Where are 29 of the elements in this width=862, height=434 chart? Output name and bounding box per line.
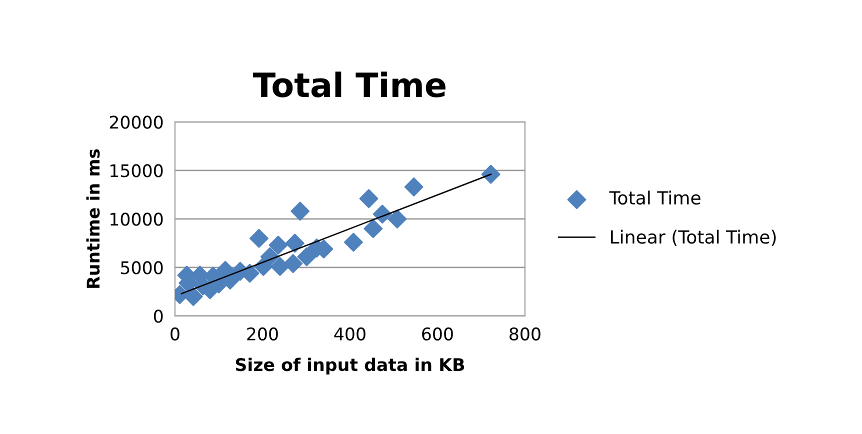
x-tick-label: 400 (334, 327, 366, 340)
point (481, 164, 500, 184)
point (290, 202, 310, 221)
point (297, 247, 316, 266)
point (270, 257, 290, 276)
y-tick-label: 10000 (110, 212, 163, 226)
point (388, 209, 407, 228)
point (284, 254, 303, 274)
chart-title: Total Time (253, 72, 446, 98)
x-tick-label: 200 (247, 327, 278, 340)
x-tick-label: 600 (422, 327, 453, 340)
point (364, 219, 383, 238)
x-axis-title: Size of input data in KB (236, 358, 464, 375)
y-tick-label: 20000 (110, 116, 163, 129)
point (344, 232, 363, 252)
y-tick-label: 0 (154, 310, 163, 323)
legend-label: Total Time (609, 190, 700, 205)
y-tick-label: 5000 (121, 261, 163, 274)
x-tick-label: 0 (170, 327, 180, 340)
x-tick-label: 800 (510, 327, 540, 340)
y-tick-label: 15000 (110, 164, 163, 178)
y-axis-title: Runtime in ms (86, 149, 100, 288)
point (285, 234, 304, 253)
point (404, 177, 424, 196)
point (250, 228, 268, 248)
point (268, 236, 288, 255)
legend-label: Linear (Total Time) (611, 230, 776, 246)
point (184, 287, 203, 306)
point (359, 189, 378, 208)
